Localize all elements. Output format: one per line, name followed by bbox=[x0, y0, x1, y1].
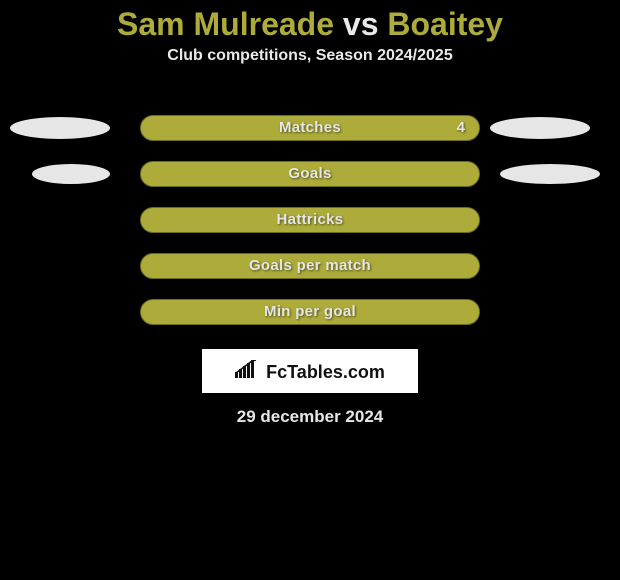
player1-name: Sam Mulreade bbox=[117, 6, 334, 42]
metric-label: Min per goal bbox=[141, 303, 479, 320]
metric-value-right: 4 bbox=[457, 119, 465, 136]
chart-row: Goals per match bbox=[0, 243, 620, 289]
metric-bar: Matches4 bbox=[140, 115, 480, 141]
metric-label: Goals per match bbox=[141, 257, 479, 274]
chart-row: Matches4 bbox=[0, 105, 620, 151]
brand: FcTables.com bbox=[235, 360, 385, 383]
metric-label: Goals bbox=[141, 165, 479, 182]
brand-box: FcTables.com bbox=[202, 349, 418, 393]
left-ellipse bbox=[10, 117, 110, 139]
metric-bar: Goals bbox=[140, 161, 480, 187]
chart-row: Min per goal bbox=[0, 289, 620, 335]
chart-row: Goals bbox=[0, 151, 620, 197]
chart-rows: Matches4 Goals Hattricks Goals per match Min… bbox=[0, 105, 620, 335]
chart-subtitle: Club competitions, Season 2024/2025 bbox=[0, 47, 620, 65]
metric-bar: Goals per match bbox=[140, 253, 480, 279]
right-ellipse bbox=[490, 117, 590, 139]
vs-label: vs bbox=[343, 6, 379, 42]
left-ellipse bbox=[32, 164, 110, 184]
metric-bar: Min per goal bbox=[140, 299, 480, 325]
metric-label: Matches bbox=[141, 119, 479, 136]
chart-row: Hattricks bbox=[0, 197, 620, 243]
chart-title: Sam Mulreade vs Boaitey bbox=[0, 0, 620, 43]
player2-name: Boaitey bbox=[387, 6, 503, 42]
bars-icon bbox=[235, 360, 259, 378]
right-ellipse bbox=[500, 164, 600, 184]
brand-text: FcTables.com bbox=[266, 362, 385, 383]
metric-bar: Hattricks bbox=[140, 207, 480, 233]
metric-label: Hattricks bbox=[141, 211, 479, 228]
comparison-chart: Sam Mulreade vs Boaitey Club competition… bbox=[0, 0, 620, 427]
date-line: 29 december 2024 bbox=[0, 407, 620, 427]
